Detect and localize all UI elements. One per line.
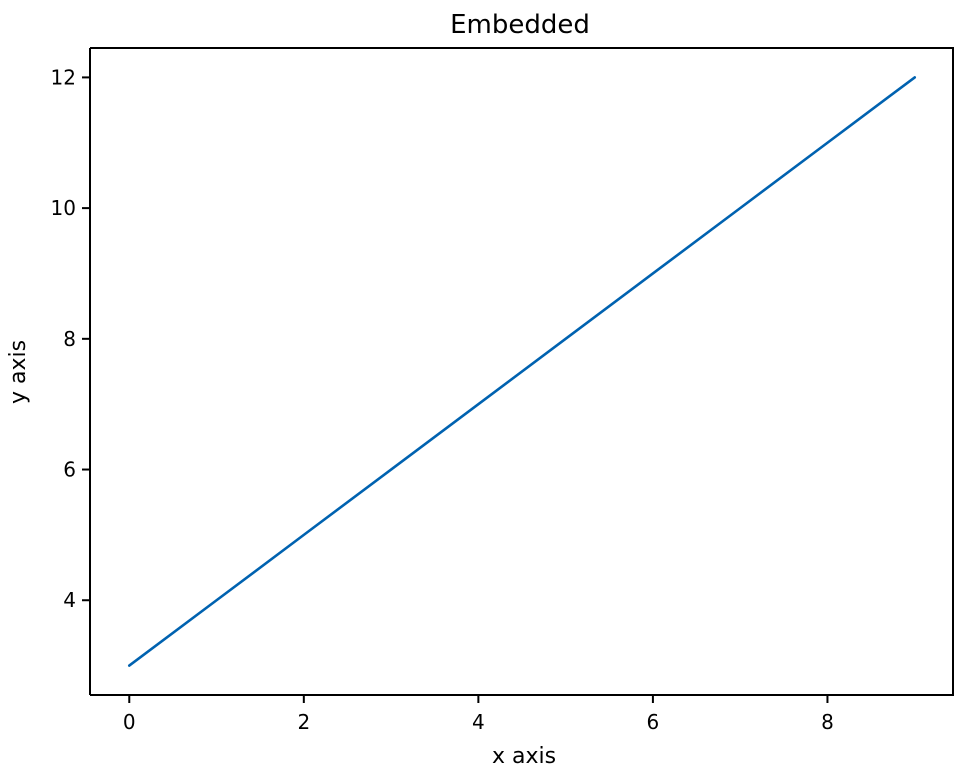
plot-area: 0 2 4 6 8 4 6 8 10 12	[51, 47, 954, 734]
y-axis-title: y axis	[6, 340, 31, 404]
y-tick-label: 12	[51, 65, 76, 89]
x-tick-label: 6	[647, 710, 660, 734]
x-tick-label: 4	[472, 710, 485, 734]
series-layer	[127, 76, 917, 667]
x-ticks: 0 2 4 6 8	[123, 695, 834, 734]
chart-title: Embedded	[450, 10, 590, 40]
x-axis-title: x axis	[492, 744, 556, 769]
y-tick-label: 4	[63, 588, 76, 612]
y-tick-label: 8	[63, 327, 76, 351]
y-tick-label: 10	[51, 196, 76, 220]
x-tick-label: 0	[123, 710, 136, 734]
y-ticks: 4 6 8 10 12	[51, 65, 90, 612]
series-line	[127, 76, 917, 667]
x-tick-label: 8	[821, 710, 834, 734]
y-tick-label: 6	[63, 458, 76, 482]
x-tick-label: 2	[297, 710, 310, 734]
